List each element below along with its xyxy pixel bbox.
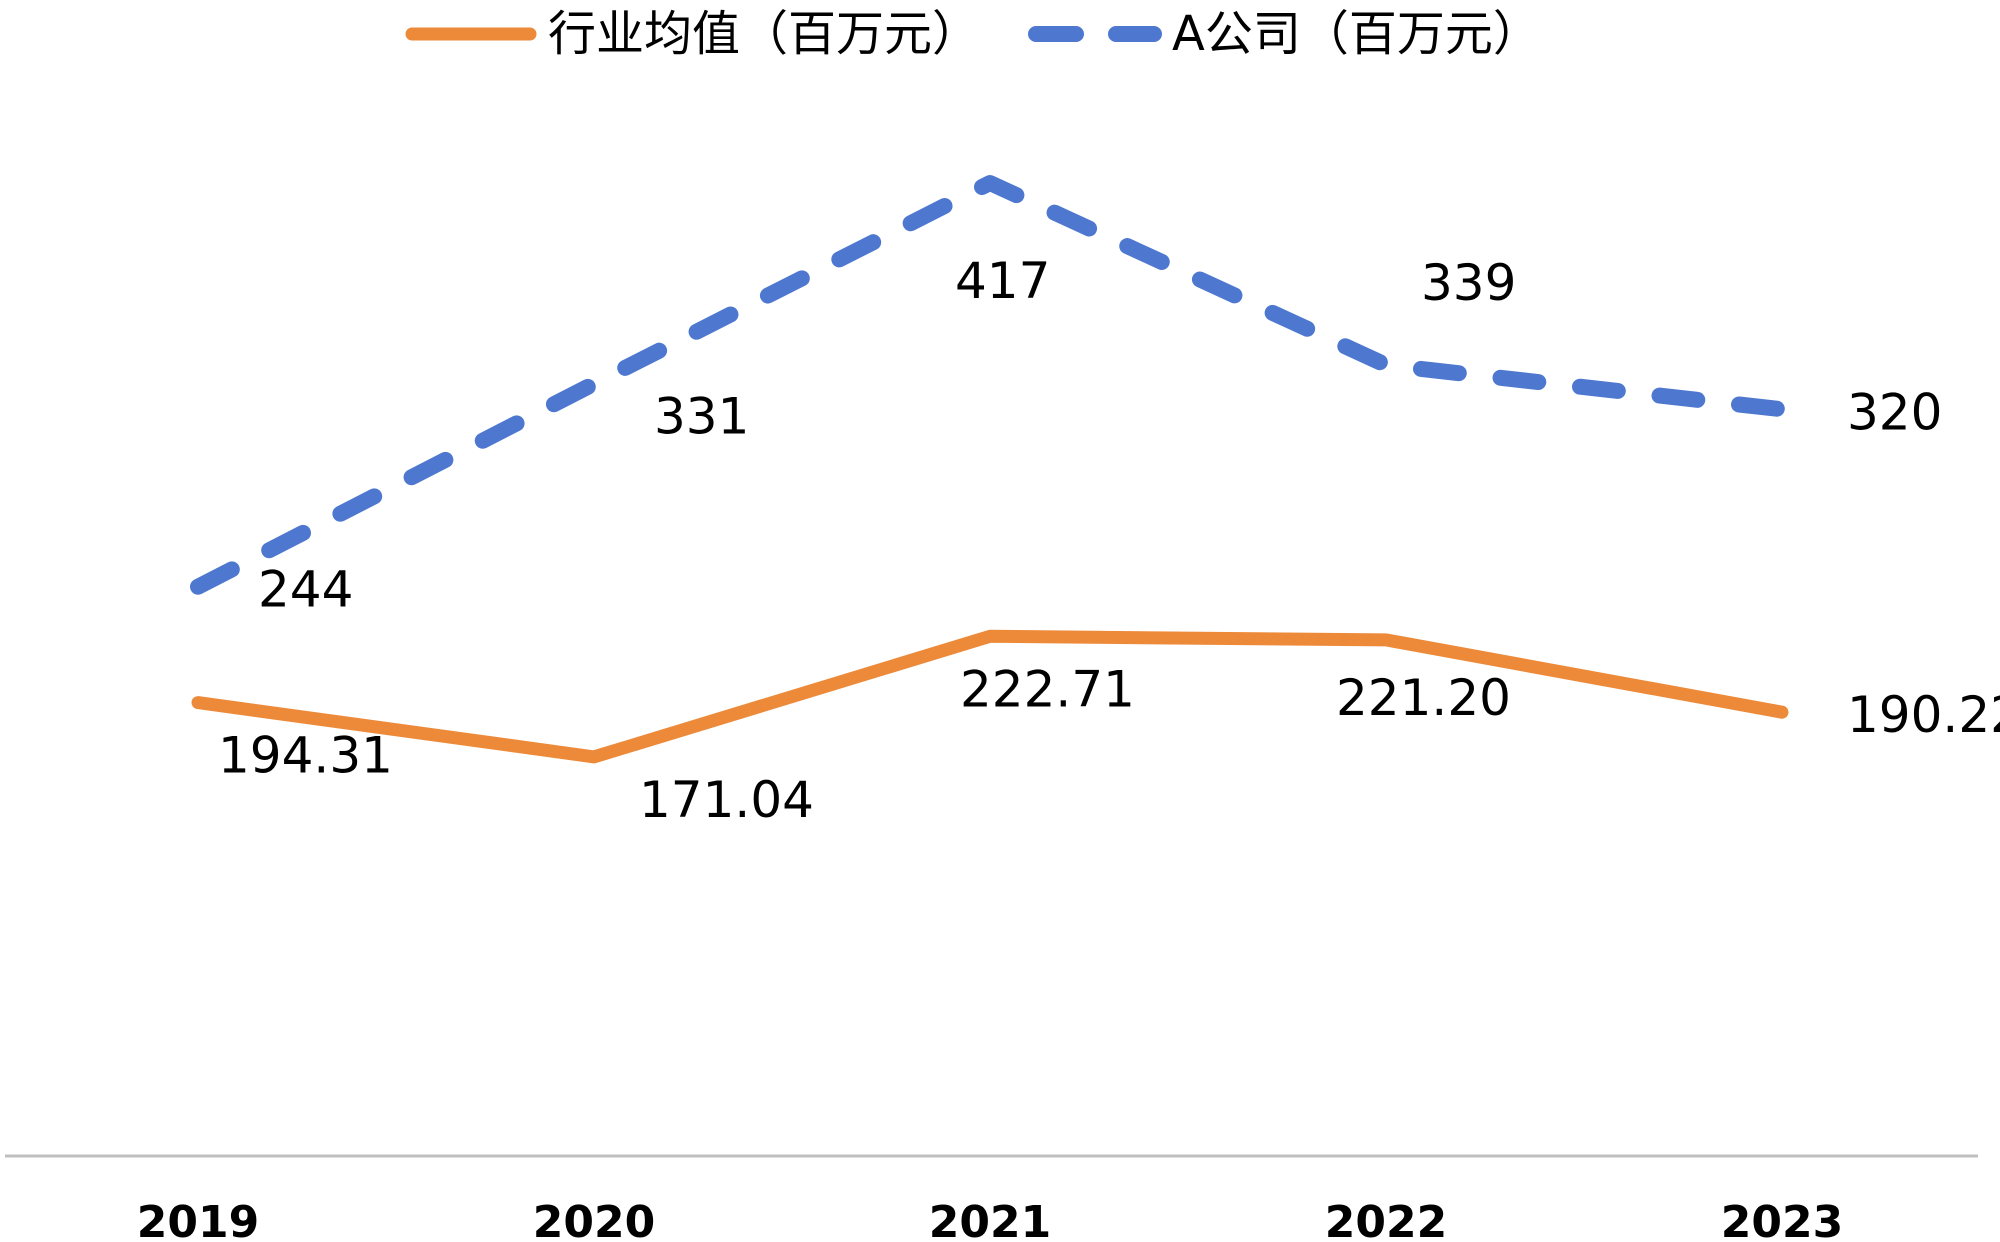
data-label: 194.31: [218, 727, 393, 785]
data-label: 190.22: [1847, 686, 2000, 744]
legend-label: A公司（百万元）: [1172, 6, 1541, 62]
x-tick-label: 2023: [1721, 1197, 1843, 1242]
data-label: 171.04: [639, 771, 814, 829]
plot-area: 194.31 171.04 222.71 221.20 190.22 244 331 417 3…: [190, 175, 2000, 829]
data-label: 221.20: [1336, 669, 1511, 727]
data-label: 222.71: [960, 660, 1135, 718]
data-label: 244: [258, 561, 353, 619]
x-tick-label: 2020: [533, 1197, 655, 1242]
x-tick-label: 2019: [137, 1197, 259, 1242]
legend-label: 行业均值（百万元）: [548, 6, 980, 62]
data-label: 417: [955, 252, 1050, 310]
series-line-company-a: [190, 175, 1790, 595]
x-axis-ticks: 2019 2020 2021 2022 2023: [137, 1197, 1843, 1242]
series-line-industry-average: [191, 629, 1789, 764]
x-tick-label: 2021: [929, 1197, 1051, 1242]
data-label: 320: [1847, 383, 1942, 441]
data-label: 331: [654, 388, 749, 446]
data-label: 339: [1421, 254, 1516, 312]
x-tick-label: 2022: [1325, 1197, 1447, 1242]
legend: 行业均值（百万元） A公司（百万元）: [405, 6, 1541, 62]
